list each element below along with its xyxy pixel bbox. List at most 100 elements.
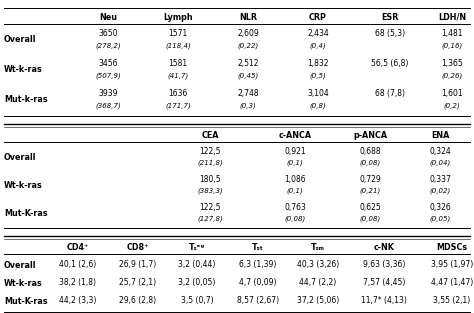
Text: ENA: ENA (431, 131, 449, 140)
Text: 4,7 (0,09): 4,7 (0,09) (239, 279, 277, 288)
Text: (0,1): (0,1) (287, 159, 303, 166)
Text: 1,601: 1,601 (441, 89, 463, 98)
Text: (0,5): (0,5) (310, 73, 327, 80)
Text: Wt-k-ras: Wt-k-ras (4, 65, 43, 74)
Text: 8,57 (2,67): 8,57 (2,67) (237, 296, 279, 305)
Text: Mut-K-ras: Mut-K-ras (4, 208, 47, 218)
Text: c-ANCA: c-ANCA (278, 131, 311, 140)
Text: Wt-k-ras: Wt-k-ras (4, 181, 43, 189)
Text: CD4⁺: CD4⁺ (67, 243, 89, 252)
Text: 0,337: 0,337 (429, 175, 451, 184)
Text: 3,5 (0,7): 3,5 (0,7) (181, 296, 213, 305)
Text: CD8⁺: CD8⁺ (127, 243, 149, 252)
Text: 1636: 1636 (168, 89, 188, 98)
Text: (0,3): (0,3) (240, 103, 256, 110)
Text: (0,22): (0,22) (237, 43, 259, 49)
Text: Overall: Overall (4, 152, 36, 162)
Text: 0,326: 0,326 (429, 203, 451, 212)
Text: p-ANCA: p-ANCA (353, 131, 387, 140)
Text: LDH/N: LDH/N (438, 13, 466, 22)
Text: 40,1 (2,6): 40,1 (2,6) (59, 260, 97, 269)
Text: (0,08): (0,08) (284, 215, 306, 222)
Text: 29,6 (2,8): 29,6 (2,8) (119, 296, 156, 305)
Text: Tₛₘ: Tₛₘ (311, 243, 325, 252)
Text: 3939: 3939 (98, 89, 118, 98)
Text: 3650: 3650 (98, 29, 118, 38)
Text: 56,5 (6,8): 56,5 (6,8) (371, 59, 409, 68)
Text: 37,2 (5,06): 37,2 (5,06) (297, 296, 339, 305)
Text: (0,21): (0,21) (359, 187, 381, 194)
Text: 122,5: 122,5 (199, 203, 221, 212)
Text: (41,7): (41,7) (167, 73, 189, 80)
Text: (507,9): (507,9) (95, 73, 121, 80)
Text: Wt-k-ras: Wt-k-ras (4, 279, 43, 288)
Text: (0,02): (0,02) (429, 187, 451, 194)
Text: 26,9 (1,7): 26,9 (1,7) (119, 260, 156, 269)
Text: (127,8): (127,8) (197, 215, 223, 222)
Text: 0,324: 0,324 (429, 147, 451, 156)
Text: 1,365: 1,365 (441, 59, 463, 68)
Text: 1,481: 1,481 (441, 29, 463, 38)
Text: 1,832: 1,832 (307, 59, 329, 68)
Text: (0,2): (0,2) (444, 103, 460, 110)
Text: (0,45): (0,45) (237, 73, 259, 80)
Text: NLR: NLR (239, 13, 257, 22)
Text: (0,8): (0,8) (310, 103, 327, 110)
Text: 122,5: 122,5 (199, 147, 221, 156)
Text: MDSCs: MDSCs (437, 243, 467, 252)
Text: 3,95 (1,97): 3,95 (1,97) (431, 260, 473, 269)
Text: 2,609: 2,609 (237, 29, 259, 38)
Text: Mut-k-ras: Mut-k-ras (4, 95, 47, 105)
Text: 0,688: 0,688 (359, 147, 381, 156)
Text: (368,7): (368,7) (95, 103, 121, 110)
Text: Overall: Overall (4, 260, 36, 269)
Text: 25,7 (2,1): 25,7 (2,1) (119, 279, 156, 288)
Text: (0,16): (0,16) (441, 43, 463, 49)
Text: (211,8): (211,8) (197, 159, 223, 166)
Text: (0,05): (0,05) (429, 215, 451, 222)
Text: 44,2 (3,3): 44,2 (3,3) (59, 296, 97, 305)
Text: 7,57 (4,45): 7,57 (4,45) (363, 279, 405, 288)
Text: Tₛₜ: Tₛₜ (252, 243, 264, 252)
Text: (278,2): (278,2) (95, 43, 121, 49)
Text: 0,763: 0,763 (284, 203, 306, 212)
Text: Lymph: Lymph (163, 13, 193, 22)
Text: 180,5: 180,5 (199, 175, 221, 184)
Text: 68 (7,8): 68 (7,8) (375, 89, 405, 98)
Text: 3,2 (0,05): 3,2 (0,05) (178, 279, 216, 288)
Text: (0,08): (0,08) (359, 159, 381, 166)
Text: 4,47 (1,47): 4,47 (1,47) (431, 279, 473, 288)
Text: 38,2 (1,8): 38,2 (1,8) (60, 279, 97, 288)
Text: 68 (5,3): 68 (5,3) (375, 29, 405, 38)
Text: (0,04): (0,04) (429, 159, 451, 166)
Text: 2,434: 2,434 (307, 29, 329, 38)
Text: (171,7): (171,7) (165, 103, 191, 110)
Text: 1,086: 1,086 (284, 175, 306, 184)
Text: Mut-K-ras: Mut-K-ras (4, 296, 47, 305)
Text: 3,55 (2,1): 3,55 (2,1) (433, 296, 471, 305)
Text: (0,08): (0,08) (359, 215, 381, 222)
Text: 1581: 1581 (168, 59, 188, 68)
Text: 11,7* (4,13): 11,7* (4,13) (361, 296, 407, 305)
Text: 40,3 (3,26): 40,3 (3,26) (297, 260, 339, 269)
Text: 6,3 (1,39): 6,3 (1,39) (239, 260, 277, 269)
Text: 1571: 1571 (168, 29, 188, 38)
Text: 3,104: 3,104 (307, 89, 329, 98)
Text: 3,2 (0,44): 3,2 (0,44) (178, 260, 216, 269)
Text: ESR: ESR (381, 13, 399, 22)
Text: (0,4): (0,4) (310, 43, 327, 49)
Text: c-NK: c-NK (374, 243, 394, 252)
Text: (0,1): (0,1) (287, 187, 303, 194)
Text: (383,3): (383,3) (197, 187, 223, 194)
Text: CEA: CEA (201, 131, 219, 140)
Text: 2,512: 2,512 (237, 59, 259, 68)
Text: Overall: Overall (4, 35, 36, 44)
Text: 2,748: 2,748 (237, 89, 259, 98)
Text: 9,63 (3,36): 9,63 (3,36) (363, 260, 405, 269)
Text: 0,729: 0,729 (359, 175, 381, 184)
Text: CRP: CRP (309, 13, 327, 22)
Text: 0,921: 0,921 (284, 147, 306, 156)
Text: 0,625: 0,625 (359, 203, 381, 212)
Text: Neu: Neu (99, 13, 117, 22)
Text: (0,26): (0,26) (441, 73, 463, 80)
